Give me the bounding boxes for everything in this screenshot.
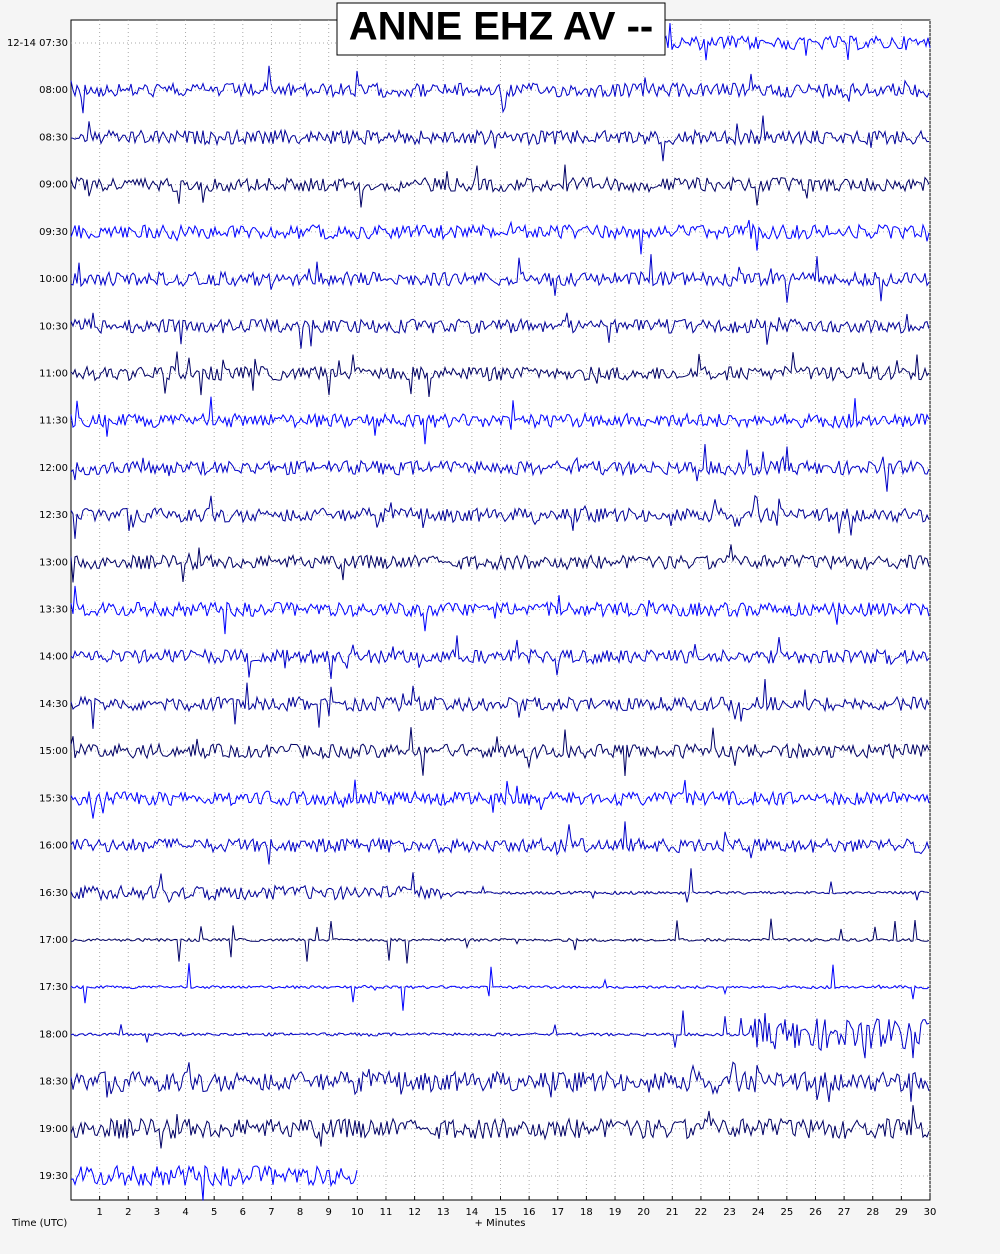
x-tick-label: 14: [465, 1207, 478, 1218]
trace: [70, 585, 930, 635]
x-tick-label: 13: [437, 1207, 450, 1218]
y-tick-label: 10:00: [39, 274, 68, 285]
y-tick-label: 15:30: [39, 793, 68, 804]
y-tick-label: 17:00: [39, 935, 68, 946]
x-tick-label: 4: [182, 1207, 188, 1218]
trace: [70, 1164, 358, 1201]
x-tick-label: 6: [240, 1207, 246, 1218]
y-tick-label: 10:30: [39, 321, 68, 332]
x-tick-label: 8: [297, 1207, 303, 1218]
x-tick-label: 22: [695, 1207, 708, 1218]
trace: [70, 351, 930, 397]
trace: [70, 254, 930, 303]
y-tick-label: 14:30: [39, 699, 68, 710]
x-tick-label: 12: [408, 1207, 421, 1218]
trace: [70, 727, 930, 777]
y-tick-label: 08:00: [39, 85, 68, 96]
x-tick-label: 23: [723, 1207, 736, 1218]
x-tick-label: 7: [268, 1207, 274, 1218]
y-tick-label: 19:00: [39, 1124, 68, 1135]
x-tick-label: 3: [154, 1207, 160, 1218]
trace: [71, 918, 930, 964]
x-tick-label: 19: [609, 1207, 622, 1218]
trace: [70, 963, 930, 1011]
trace: [70, 1061, 930, 1103]
trace: [70, 1105, 930, 1149]
x-tick-label: 9: [326, 1207, 332, 1218]
x-tick-label: 15: [494, 1207, 507, 1218]
x-tick-label: 30: [924, 1207, 937, 1218]
title-box: [336, 2, 666, 56]
x-tick-label: 21: [666, 1207, 679, 1218]
trace: [70, 396, 930, 445]
y-tick-label: 18:30: [39, 1077, 68, 1088]
y-tick-label: 11:30: [39, 416, 68, 427]
y-tick-label: 09:30: [39, 227, 68, 238]
trace: [70, 635, 930, 679]
y-axis-label: Time (UTC): [11, 1218, 67, 1229]
trace: [70, 1010, 930, 1059]
y-tick-label: 13:30: [39, 605, 68, 616]
y-tick-label: 08:30: [39, 132, 68, 143]
y-tick-label: 09:00: [39, 180, 68, 191]
trace: [70, 868, 930, 904]
x-tick-label: 25: [780, 1207, 793, 1218]
trace: [70, 444, 930, 492]
trace: [70, 779, 930, 819]
trace: [70, 115, 930, 162]
x-tick-label: 10: [351, 1207, 364, 1218]
x-tick-label: 27: [838, 1207, 851, 1218]
y-tick-label: 12-14 07:30: [7, 38, 68, 49]
y-tick-label: 17:30: [39, 982, 68, 993]
y-tick-label: 12:00: [39, 463, 68, 474]
x-tick-label: 16: [523, 1207, 536, 1218]
x-tick-label: 24: [752, 1207, 765, 1218]
x-tick-label: 28: [866, 1207, 879, 1218]
x-tick-label: 5: [211, 1207, 217, 1218]
x-tick-label: 26: [809, 1207, 822, 1218]
x-tick-label: 1: [96, 1207, 102, 1218]
y-tick-label: 13:00: [39, 557, 68, 568]
y-tick-label: 16:30: [39, 888, 68, 899]
x-axis-label: + Minutes: [475, 1218, 526, 1229]
x-tick-label: 18: [580, 1207, 593, 1218]
x-tick-label: 29: [895, 1207, 908, 1218]
y-tick-label: 14:00: [39, 652, 68, 663]
trace: [70, 544, 930, 583]
x-tick-label: 11: [380, 1207, 393, 1218]
y-tick-label: 15:00: [39, 746, 68, 757]
y-tick-label: 19:30: [39, 1171, 68, 1182]
x-tick-label: 2: [125, 1207, 131, 1218]
x-tick-label: 20: [637, 1207, 650, 1218]
trace: [70, 494, 930, 539]
trace: [70, 678, 930, 729]
y-tick-label: 11:00: [39, 368, 68, 379]
trace: [70, 312, 930, 349]
trace: [70, 65, 930, 114]
chart-title: ANNE EHZ AV --: [349, 5, 653, 49]
trace: [70, 821, 930, 865]
y-tick-label: 12:30: [39, 510, 68, 521]
x-tick-label: 17: [551, 1207, 564, 1218]
trace: [70, 219, 930, 255]
y-tick-label: 16:00: [39, 841, 68, 852]
trace: [70, 164, 930, 208]
y-tick-label: 18:00: [39, 1029, 68, 1040]
